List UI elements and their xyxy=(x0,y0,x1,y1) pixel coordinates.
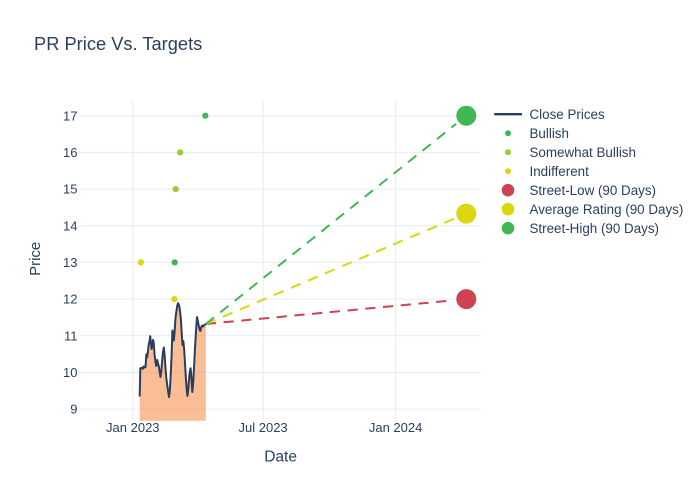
svg-text:13: 13 xyxy=(63,255,77,270)
svg-text:15: 15 xyxy=(63,182,77,197)
svg-text:14: 14 xyxy=(63,218,77,233)
svg-text:Price: Price xyxy=(27,242,44,276)
svg-text:PR Price Vs. Targets: PR Price Vs. Targets xyxy=(34,33,202,54)
svg-text:12: 12 xyxy=(63,292,77,307)
svg-text:Date: Date xyxy=(264,449,297,466)
svg-text:Street-Low (90 Days): Street-Low (90 Days) xyxy=(530,183,657,198)
svg-text:17: 17 xyxy=(63,108,77,123)
svg-text:Indifferent: Indifferent xyxy=(530,164,590,179)
svg-text:Close Prices: Close Prices xyxy=(530,107,605,122)
svg-text:9: 9 xyxy=(70,402,77,417)
svg-text:10: 10 xyxy=(63,365,77,380)
svg-text:Bullish: Bullish xyxy=(530,126,569,141)
svg-text:11: 11 xyxy=(64,328,78,343)
svg-text:Street-High (90 Days): Street-High (90 Days) xyxy=(530,221,660,236)
svg-text:Jan 2024: Jan 2024 xyxy=(369,420,423,435)
svg-text:Average Rating (90 Days): Average Rating (90 Days) xyxy=(530,202,684,217)
svg-text:Jul 2023: Jul 2023 xyxy=(239,420,288,435)
svg-text:Jan 2023: Jan 2023 xyxy=(106,420,160,435)
svg-text:16: 16 xyxy=(63,145,77,160)
svg-text:Somewhat Bullish: Somewhat Bullish xyxy=(530,145,636,160)
